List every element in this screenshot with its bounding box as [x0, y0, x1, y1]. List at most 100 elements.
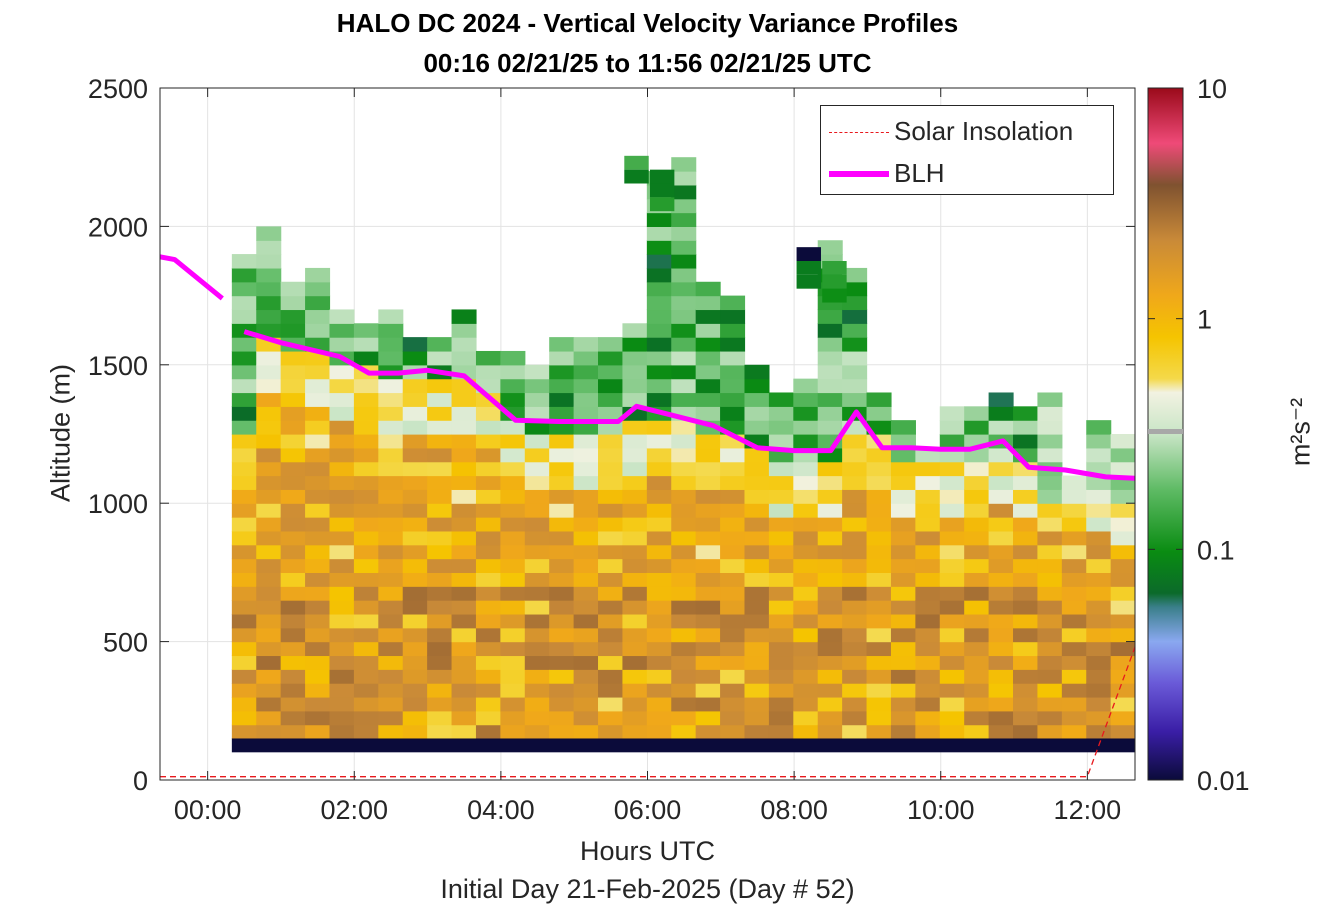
heatmap-cell: [353, 641, 379, 657]
heatmap-cell: [720, 586, 746, 601]
heatmap-cell: [793, 434, 819, 449]
heatmap-cell: [500, 696, 526, 712]
heatmap-cell: [768, 710, 794, 726]
heatmap-cell: [329, 572, 355, 587]
heatmap-cell: [695, 461, 721, 477]
heatmap-cell: [1110, 503, 1135, 518]
heatmap-cell: [353, 655, 379, 670]
heatmap-cell: [305, 544, 331, 560]
heatmap-cell: [915, 558, 941, 573]
heatmap-cell: [866, 710, 892, 726]
heatmap-cell: [329, 530, 355, 546]
heatmap-cell: [305, 447, 331, 463]
heatmap-cell: [695, 489, 721, 504]
heatmap-cell: [524, 420, 550, 435]
heatmap-cell: [402, 461, 428, 477]
heatmap-cell: [671, 627, 697, 643]
heatmap-cell: [817, 475, 843, 490]
heatmap-cell: [353, 434, 379, 449]
heatmap-cell: [549, 364, 575, 380]
heatmap-cell: [817, 641, 843, 657]
heatmap-cell: [231, 281, 257, 297]
heatmap-cell: [1013, 586, 1039, 601]
heatmap-cell: [378, 420, 404, 435]
heatmap-cell: [451, 489, 477, 504]
heatmap-cell: [549, 655, 575, 670]
heatmap-cell: [842, 572, 868, 587]
heatmap-cell: [817, 613, 843, 629]
heatmap-cell: [695, 517, 721, 532]
heatmap-cell: [964, 558, 990, 573]
heatmap-cell: [378, 503, 404, 518]
heatmap-cell: [1061, 475, 1087, 490]
heatmap-cell: [500, 434, 526, 449]
heatmap-cell: [988, 558, 1014, 573]
heatmap-cell: [695, 434, 721, 449]
heatmap-cell: [329, 364, 355, 380]
heatmap-cell: [475, 420, 501, 435]
heatmap-cell: [671, 696, 697, 712]
heatmap-cell: [256, 517, 282, 532]
heatmap-cell: [573, 350, 599, 366]
heatmap-cell: [842, 600, 868, 615]
heatmap-cell: [1086, 710, 1112, 726]
heatmap-cell: [793, 489, 819, 504]
heatmap-cell: [402, 586, 428, 601]
heatmap-cell: [622, 461, 648, 477]
heatmap-cell: [720, 406, 746, 421]
heatmap-isolated-cell: [624, 155, 649, 170]
heatmap-cell: [1086, 558, 1112, 573]
heatmap-cell: [402, 641, 428, 657]
heatmap-cell: [1013, 669, 1039, 684]
heatmap-cell: [1110, 447, 1135, 463]
heatmap-cell: [768, 613, 794, 629]
heatmap-cell: [305, 323, 331, 338]
heatmap-cell: [671, 558, 697, 573]
heatmap-cell: [1086, 600, 1112, 615]
heatmap-cell: [353, 600, 379, 615]
heatmap-cell: [720, 323, 746, 338]
heatmap-cell: [500, 558, 526, 573]
colorbar-marker: [1148, 429, 1183, 434]
heatmap-cell: [866, 489, 892, 504]
heatmap-cell: [280, 378, 306, 394]
heatmap-cell: [500, 544, 526, 560]
heatmap-cell: [378, 475, 404, 490]
heatmap-cell: [695, 710, 721, 726]
legend-entry-blh: BLH: [821, 152, 1113, 192]
heatmap-cell: [1086, 434, 1112, 449]
heatmap-cell: [622, 337, 648, 352]
heatmap-cell: [671, 364, 697, 380]
heatmap-isolated-cell: [796, 261, 821, 275]
heatmap-cell: [475, 710, 501, 726]
heatmap-cell: [378, 641, 404, 657]
heatmap-cell: [1061, 489, 1087, 504]
heatmap-cell: [842, 392, 868, 407]
heatmap-cell: [378, 558, 404, 573]
heatmap-cell: [988, 517, 1014, 532]
heatmap-cell: [231, 337, 257, 352]
heatmap-cell: [646, 724, 672, 740]
heatmap-cell: [768, 558, 794, 573]
heatmap-cell: [622, 724, 648, 740]
heatmap-cell: [524, 489, 550, 504]
heatmap-cell: [280, 641, 306, 657]
heatmap-cell: [549, 337, 575, 352]
heatmap-cell: [720, 475, 746, 490]
heatmap-cell: [1086, 669, 1112, 684]
heatmap-cell: [305, 364, 331, 380]
heatmap-cell: [695, 655, 721, 670]
heatmap-cell: [720, 503, 746, 518]
heatmap-cell: [939, 710, 965, 726]
heatmap-cell: [622, 350, 648, 366]
heatmap-cell: [353, 420, 379, 435]
heatmap-cell: [842, 641, 868, 657]
heatmap-cell: [524, 558, 550, 573]
heatmap-cell: [280, 558, 306, 573]
x-axis-ticks: 00:00 02:00 04:00 06:00 08:00 10:00 12:00: [174, 88, 1121, 825]
heatmap-cell: [622, 669, 648, 684]
heatmap-cell: [475, 364, 501, 380]
heatmap-cell: [866, 724, 892, 740]
heatmap-cell: [451, 669, 477, 684]
heatmap-cell: [866, 572, 892, 587]
